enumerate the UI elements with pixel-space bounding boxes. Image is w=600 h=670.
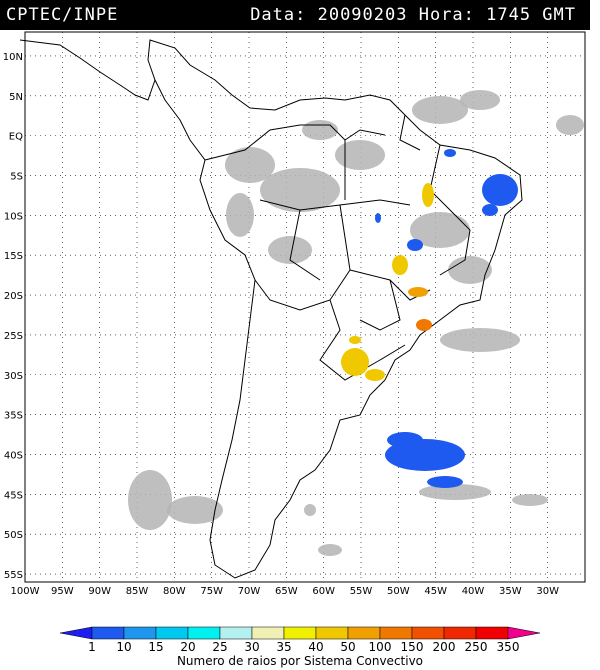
lat-label: EQ <box>9 132 23 143</box>
lon-label: 80W <box>163 586 186 595</box>
lat-label: 10N <box>3 52 23 63</box>
colorbar-segment <box>443 626 477 640</box>
title-bar: CPTEC/INPE Data: 20090203 Hora: 1745 GMT <box>0 0 590 30</box>
datetime-label: Data: 20090203 Hora: 1745 GMT <box>250 5 576 25</box>
colorbar-label: 20 <box>180 640 195 653</box>
lat-label: 55S <box>4 570 23 581</box>
colorbar-segment <box>219 626 253 640</box>
lon-label: 70W <box>238 586 261 595</box>
colorbar-segment <box>251 626 285 640</box>
colorbar-label: 1 <box>88 640 96 653</box>
latitude-labels: 10N 5N EQ 5S 10S 15S 20S 25S 30S 35S 40S 45S 50S 55S <box>3 52 23 581</box>
lon-label: 35W <box>499 586 522 595</box>
lat-label: 5S <box>10 171 23 182</box>
colorbar-label: 25 <box>212 640 227 653</box>
central-america-outline <box>19 39 156 101</box>
cloud-cover <box>128 90 584 556</box>
lon-label: 85W <box>126 586 149 595</box>
south-america-outline <box>147 39 523 579</box>
lon-label: 60W <box>312 586 335 595</box>
colorbar-segment <box>507 626 541 640</box>
colorbar-segment <box>59 626 93 640</box>
lat-label: 45S <box>4 490 23 501</box>
colorbar-segment <box>347 626 381 640</box>
source-label: CPTEC/INPE <box>6 5 119 25</box>
lon-label: 100W <box>11 586 40 595</box>
lon-label: 55W <box>350 586 373 595</box>
colorbar-segment <box>123 626 157 640</box>
lon-label: 90W <box>88 586 111 595</box>
lon-label: 40W <box>462 586 485 595</box>
colorbar-label: 50 <box>340 640 355 653</box>
lat-label: 10S <box>4 211 23 222</box>
colorbar-label: 150 <box>401 640 424 653</box>
coastline <box>19 39 523 579</box>
colorbar-segment <box>411 626 445 640</box>
lat-label: 25S <box>4 331 23 342</box>
lon-label: 75W <box>200 586 223 595</box>
colorbar-label: 10 <box>116 640 131 653</box>
colorbar-labels: 1 10 15 20 25 30 35 40 50 100 150 200 250 350 <box>88 640 519 653</box>
lat-label: 30S <box>4 371 23 382</box>
lon-label: 65W <box>275 586 298 595</box>
lightning-map: 10N5NEQ5S10S15S20S25S30S35S40S45S50S55S … <box>3 31 586 595</box>
lat-label: 50S <box>4 530 23 541</box>
lightning-clusters <box>341 149 518 488</box>
colorbar-segment <box>315 626 349 640</box>
colorbar-label: 40 <box>308 640 323 653</box>
longitude-labels: 100W 95W 90W 85W 80W 75W 70W 65W 60W 55W 50W 45W 40W… <box>11 586 560 595</box>
lat-label: 5N <box>9 92 23 103</box>
colorbar: 1 10 15 20 25 30 35 40 50 100 150 200 250 350 <box>59 626 541 653</box>
colorbar-boxes <box>59 626 541 640</box>
lat-label: 40S <box>4 450 23 461</box>
colorbar-segment <box>91 626 125 640</box>
lat-label: 35S <box>4 411 23 422</box>
colorbar-segment <box>475 626 509 640</box>
map-frame <box>24 31 586 583</box>
lat-label: 20S <box>4 291 23 302</box>
colorbar-segment <box>283 626 317 640</box>
colorbar-segment <box>155 626 189 640</box>
colorbar-label: 200 <box>433 640 456 653</box>
country-borders <box>204 114 471 381</box>
lon-label: 45W <box>424 586 447 595</box>
colorbar-segment <box>187 626 221 640</box>
lon-label: 95W <box>51 586 74 595</box>
colorbar-label: 15 <box>148 640 163 653</box>
colorbar-label: 35 <box>276 640 291 653</box>
colorbar-label: 250 <box>465 640 488 653</box>
lon-label: 30W <box>536 586 559 595</box>
colorbar-label: 100 <box>369 640 392 653</box>
colorbar-caption: Numero de raios por Sistema Convectivo <box>176 654 424 668</box>
colorbar-segment <box>379 626 413 640</box>
lat-label: 15S <box>4 251 23 262</box>
colorbar-label: 350 <box>497 640 520 653</box>
colorbar-label: 30 <box>244 640 259 653</box>
lon-label: 50W <box>387 586 410 595</box>
